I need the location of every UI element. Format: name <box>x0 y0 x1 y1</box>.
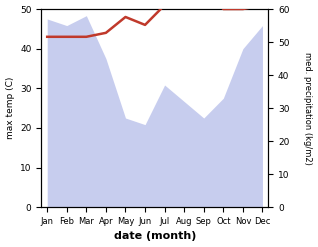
Y-axis label: med. precipitation (kg/m2): med. precipitation (kg/m2) <box>303 52 313 165</box>
Y-axis label: max temp (C): max temp (C) <box>5 77 15 139</box>
X-axis label: date (month): date (month) <box>114 231 196 242</box>
